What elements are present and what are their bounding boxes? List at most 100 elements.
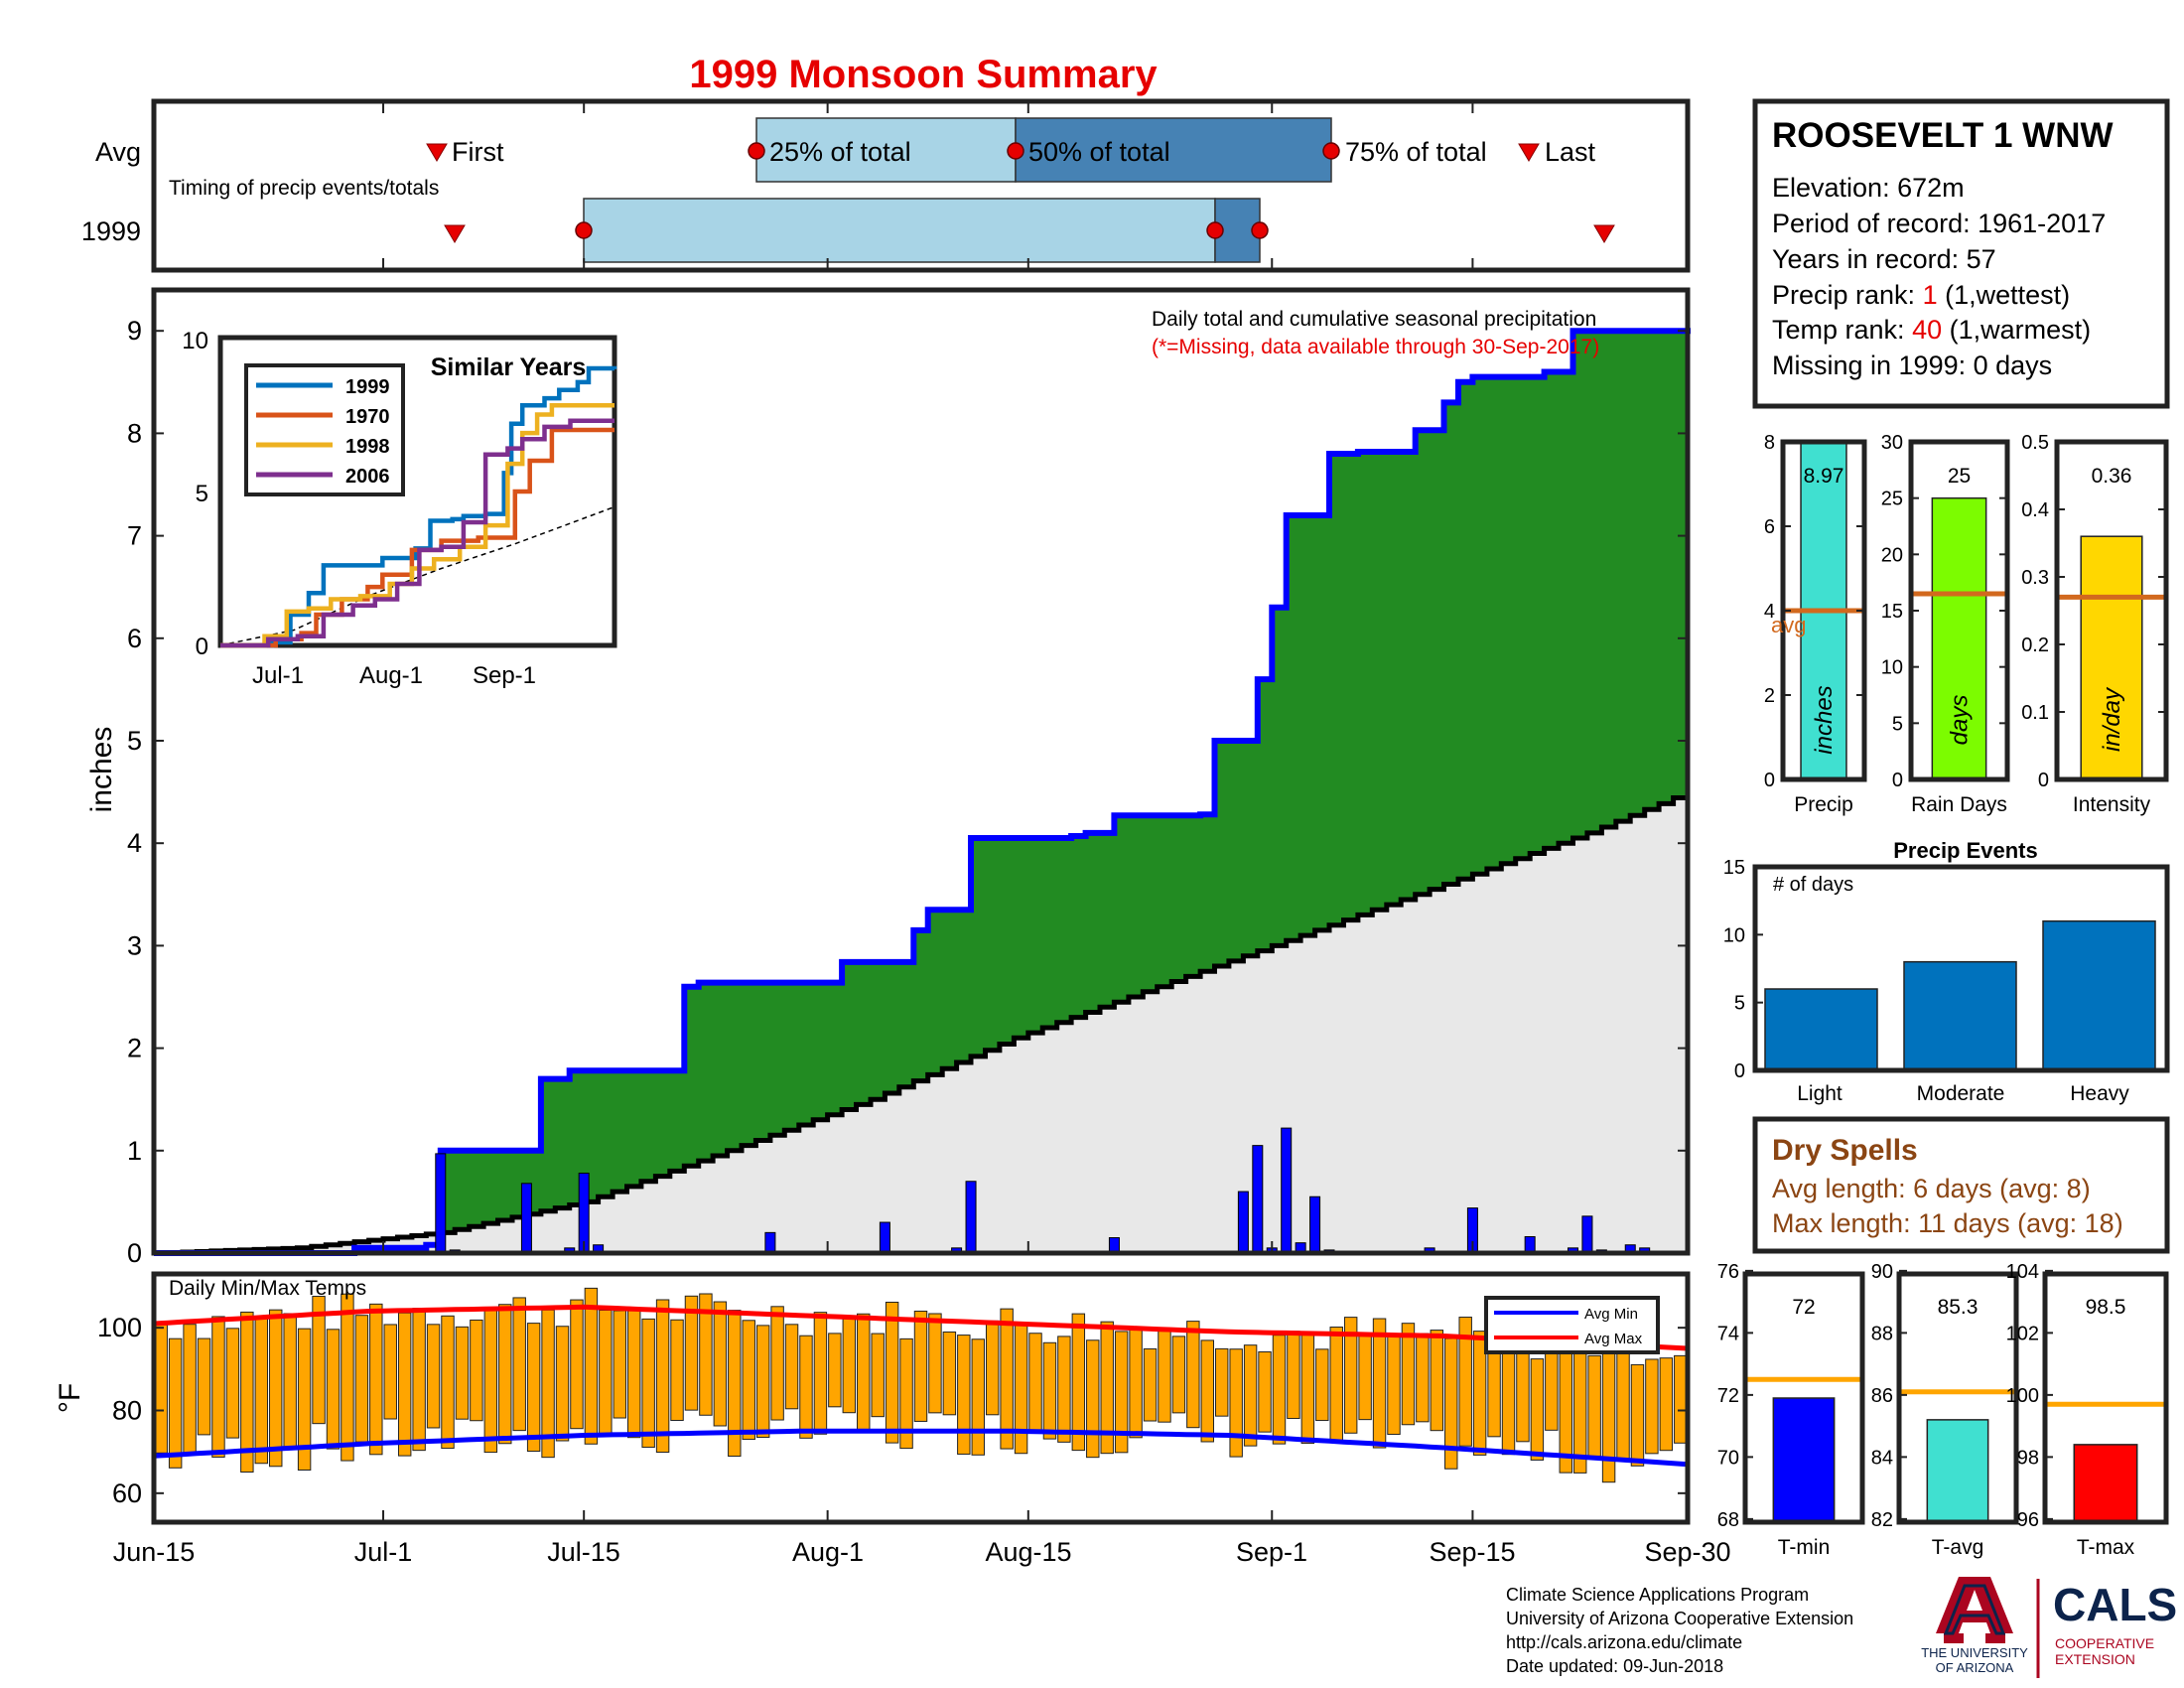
daily-temp-bar	[1587, 1354, 1601, 1457]
station-period: Period of record: 1961-2017	[1772, 209, 2106, 238]
tavg-label: T-avg	[1932, 1536, 1984, 1559]
figure-title: 1999 Monsoon Summary	[689, 53, 1158, 96]
station-elevation: Elevation: 672m	[1772, 173, 1965, 203]
tmax-ytick-label: 100	[2006, 1385, 2039, 1407]
dry-spells-max: Max length: 11 days (avg: 18)	[1772, 1208, 2123, 1238]
tavg-ytick-label: 86	[1871, 1385, 1893, 1407]
daily-temp-bar	[254, 1317, 269, 1465]
raindays-bar	[1931, 496, 1987, 780]
daily-precip-bar	[1281, 1127, 1293, 1254]
events-cat-heavy: Heavy	[2070, 1082, 2129, 1105]
main-ytick-label: 7	[127, 521, 142, 551]
timing-row-1999-label: 1999	[81, 216, 141, 246]
timing-avg-75-label: 75% of total	[1345, 137, 1487, 167]
xtick-jul15: Jul-15	[547, 1537, 620, 1567]
temps-panel: 60 80 100 Daily Min/Max Temps °F Avg Min A…	[54, 1271, 1691, 1525]
inset-ytick-0: 0	[196, 633, 208, 660]
surplus-area	[440, 331, 1688, 1245]
raindays-ytick-label: 10	[1881, 657, 1903, 679]
daily-temp-bar	[354, 1315, 369, 1443]
events-title: Precip Events	[1893, 838, 2038, 863]
daily-temp-bar	[871, 1333, 885, 1418]
daily-precip-bar	[965, 1181, 977, 1254]
tmax-ytick-label: 102	[2006, 1323, 2039, 1344]
daily-precip-bar	[520, 1183, 532, 1254]
daily-temp-bars	[154, 1287, 1688, 1483]
tmax-frame	[2042, 1271, 2169, 1525]
main-y-axis: 0 1 2 3 4 5 6 7 8 9	[127, 316, 1689, 1268]
events-bar	[1903, 960, 2017, 1071]
events-ytick-label: 0	[1734, 1060, 1745, 1082]
daily-precip-bar	[764, 1231, 776, 1254]
timing-avg-50-marker	[1007, 142, 1024, 160]
timing-1999-75-marker	[1251, 221, 1269, 239]
tmin-ytick-label: 70	[1717, 1447, 1739, 1469]
cals-logo-main: CALS	[2053, 1579, 2177, 1630]
timing-avg-first-marker	[426, 143, 448, 162]
daily-temp-bar	[483, 1309, 498, 1454]
daily-temp-bar	[197, 1337, 211, 1436]
events-cat-light: Light	[1797, 1082, 1843, 1105]
daily-precip-bar	[1309, 1196, 1321, 1254]
intensity-ytick-label: 0.2	[2021, 634, 2049, 656]
main-ytick-label: 8	[127, 418, 142, 448]
precip-events-panel: Precip Events # of days 0 5 10 15 Light Mod…	[1723, 838, 2170, 1105]
temps-y-axis-label: °F	[54, 1383, 86, 1413]
cumulative-precip-line	[154, 328, 1691, 1256]
intensity-panel: 0.36 0 0.1 0.2 0.3 0.4 0.5 Intensity in/day	[2021, 432, 2169, 816]
daily-temp-bar	[1315, 1348, 1329, 1422]
temps-legend-avg-min: Avg Min	[1584, 1306, 1638, 1323]
main-ytick-label: 6	[127, 624, 142, 653]
daily-temp-bar	[1501, 1337, 1516, 1456]
daily-temp-bar	[742, 1320, 755, 1441]
daily-temp-bar	[154, 1323, 168, 1454]
daily-temp-bar	[412, 1308, 426, 1452]
intensity-ytick-label: 0.5	[2021, 432, 2049, 454]
daily-temp-bar	[1287, 1331, 1300, 1420]
daily-temp-bar	[1200, 1339, 1215, 1443]
main-precip-panel: 0 1 2 3 4 5 6 7 8 9 inches Daily total and cumula…	[85, 287, 1691, 1268]
timing-1999-first-marker	[444, 224, 466, 243]
tmax-panel: 98.5 96 98 100 102 104 T-max	[2006, 1261, 2169, 1559]
daily-temp-bar	[1215, 1347, 1229, 1417]
cals-logo-sub-2: EXTENSION	[2055, 1651, 2135, 1667]
daily-temp-bar	[297, 1328, 312, 1471]
daily-temp-bar	[699, 1293, 713, 1416]
events-ylabel: # of days	[1773, 874, 1853, 896]
daily-temp-bar	[1114, 1331, 1129, 1454]
precip-label: Precip	[1794, 793, 1853, 816]
events-ytick-label: 10	[1723, 924, 1745, 946]
tmax-value: 98.5	[2086, 1296, 2126, 1319]
daily-temp-bar	[599, 1309, 613, 1436]
temps-legend: Avg Min Avg Max	[1484, 1296, 1660, 1354]
precip-ytick-label: 0	[1764, 770, 1775, 791]
timing-1999-25-marker	[575, 221, 593, 239]
daily-temp-bar	[1645, 1358, 1659, 1455]
timing-1999-25-50-box	[583, 198, 1216, 263]
daily-temp-bar	[641, 1318, 655, 1449]
daily-temp-bar	[1300, 1332, 1315, 1445]
daily-temp-bar	[971, 1338, 985, 1456]
timing-row-avg-label: Avg	[95, 137, 141, 167]
daily-temp-bar	[842, 1318, 857, 1414]
station-precip-rank: Precip rank: 1 (1,wettest)	[1772, 280, 2070, 310]
tmin-value: 72	[1792, 1296, 1815, 1319]
daily-temp-bar	[1530, 1358, 1545, 1461]
cals-logo: CALS COOPERATIVE EXTENSION	[2053, 1579, 2177, 1667]
main-ytick-label: 3	[127, 930, 142, 960]
right-stat-panels: 8.9702468Precipinchesavg25051015202530Ra…	[1717, 432, 2169, 1559]
xtick-sep1: Sep-1	[1236, 1537, 1307, 1567]
daily-temp-bar	[1430, 1330, 1444, 1432]
tavg-bar	[1926, 1419, 1989, 1523]
daily-temp-bar	[369, 1303, 383, 1456]
daily-temp-bar	[1358, 1336, 1372, 1421]
raindays-ytick-label: 30	[1881, 432, 1903, 454]
tmax-ytick-label: 104	[2006, 1261, 2039, 1283]
timing-avg-50-label: 50% of total	[1028, 137, 1170, 167]
daily-temp-bar	[383, 1324, 397, 1420]
station-years: Years in record: 57	[1772, 244, 1996, 274]
tmin-ytick-label: 74	[1717, 1323, 1739, 1344]
station-name: ROOSEVELT 1 WNW	[1772, 116, 2114, 155]
footer-line-4: Date updated: 09-Jun-2018	[1506, 1656, 1723, 1676]
daily-temp-bar	[1545, 1341, 1559, 1431]
